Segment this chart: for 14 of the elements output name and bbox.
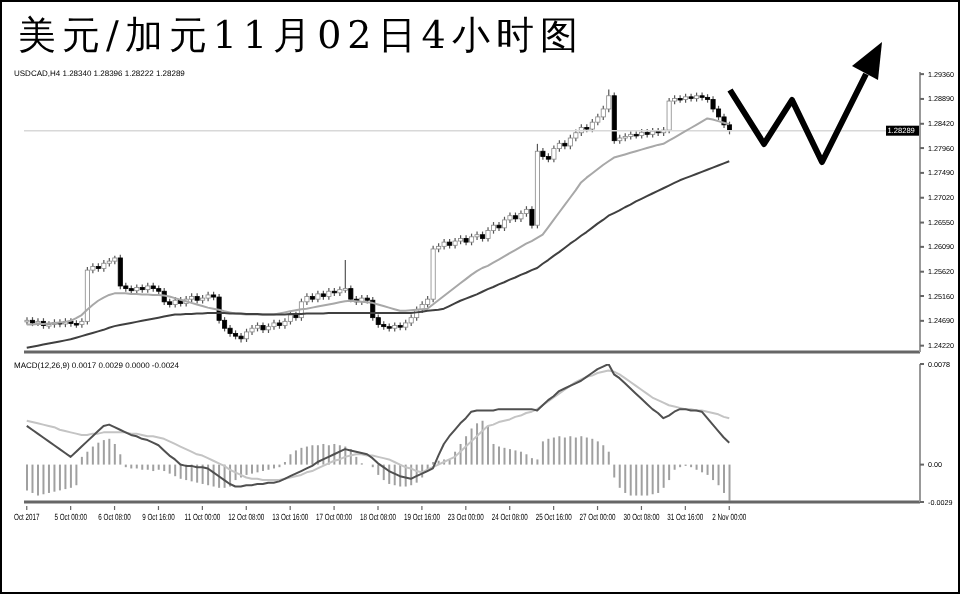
candlestick xyxy=(666,97,672,134)
line-series xyxy=(25,160,731,349)
candlestick xyxy=(282,317,288,330)
candlestick xyxy=(24,316,30,326)
candlestick xyxy=(474,230,480,241)
candlestick xyxy=(342,259,348,294)
candlestick xyxy=(117,254,123,290)
candlestick xyxy=(606,88,612,113)
chart-title: 美元/加元11月02日4小时图 xyxy=(18,12,584,62)
line-series xyxy=(25,117,731,326)
candlestick xyxy=(611,92,617,145)
candlestick xyxy=(238,332,244,344)
candlestick xyxy=(529,205,535,229)
candlestick xyxy=(260,321,266,334)
